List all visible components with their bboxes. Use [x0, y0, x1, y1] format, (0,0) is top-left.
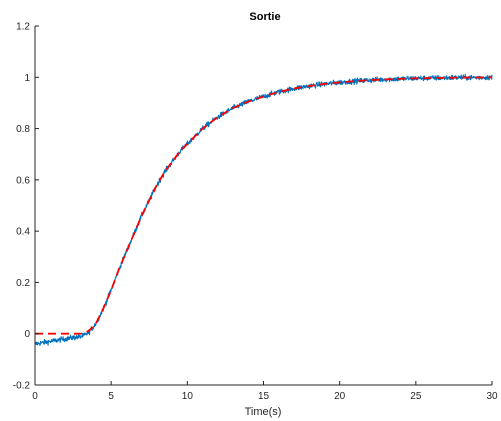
- x-axis-label: Time(s): [245, 406, 282, 418]
- ticks-layer: 0 5 10 15 20 25 30-0.200.20.40.60.811.2: [13, 22, 498, 403]
- series-line-noisy: [34, 73, 493, 346]
- x-tick-label: 20: [334, 391, 346, 402]
- y-tick-label: 1: [24, 73, 30, 84]
- x-tick-label: 15: [258, 391, 270, 402]
- chart-title: Sortie: [249, 11, 280, 23]
- x-tick-label: 5: [108, 391, 114, 402]
- plot-area: 0 5 10 15 20 25 30-0.200.20.40.60.811.2: [13, 22, 498, 403]
- series-line-dashed: [35, 76, 493, 335]
- x-tick-label: 0: [32, 391, 38, 402]
- series-layer: [34, 73, 493, 346]
- x-tick-label: 30: [486, 391, 498, 402]
- y-tick-label: 0: [24, 329, 30, 340]
- y-tick-label: 0.4: [16, 227, 30, 238]
- x-tick-label: 10: [182, 391, 194, 402]
- y-tick-label: -0.2: [13, 381, 31, 392]
- x-tick-label: 25: [410, 391, 422, 402]
- y-tick-label: 1.2: [16, 22, 30, 33]
- y-tick-label: 0.6: [16, 175, 30, 186]
- y-tick-label: 0.2: [16, 278, 30, 289]
- y-tick-label: 0.8: [16, 124, 30, 135]
